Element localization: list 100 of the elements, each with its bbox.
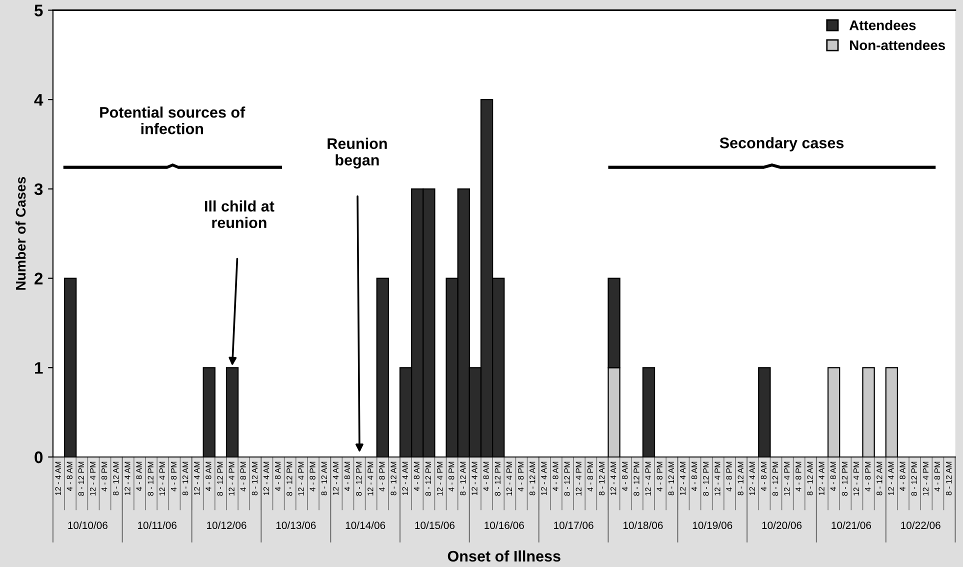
x-tick-label: 4 - 8 AM (275, 462, 281, 491)
x-tick-label: 4 - 8 AM (830, 462, 836, 491)
x-tick-label: 12 - 4 AM (332, 462, 338, 496)
x-tick-label: 12 - 4 AM (402, 462, 408, 496)
x-tick-label: 8 - 12 PM (148, 462, 154, 496)
x-tick-label: 12 - 4 AM (263, 462, 270, 496)
x-tick-label: 8 - 12 PM (772, 462, 778, 496)
x-tick-label: 8 - 12 AM (946, 462, 952, 496)
legend-label: Attendees (849, 20, 916, 30)
x-tick-label: 4 - 8 PM (448, 462, 454, 492)
x-tick-label: 4 - 8 PM (587, 462, 594, 492)
x-tick-label: 4 - 8 AM (206, 462, 212, 491)
x-tick-label: 12 - 4 PM (90, 462, 96, 496)
x-tick-label: 4 - 8 PM (796, 462, 802, 492)
x-tick-label: 8 - 12 AM (807, 462, 813, 496)
x-tick-label: 4 - 8 AM (483, 462, 489, 491)
x-tick-label: 4 - 8 PM (379, 462, 385, 492)
x-tick-label: 4 - 8 PM (518, 462, 524, 492)
text: 10/19/06 (692, 521, 732, 530)
x-tick-label: 12 - 4 AM (888, 462, 894, 496)
text: 10/21/06 (832, 521, 871, 530)
text: 10/18/06 (623, 521, 663, 530)
y-tick-label: 1 (35, 362, 43, 374)
x-tick-label: 12 - 4 PM (436, 462, 443, 496)
x-tick-label: 12 - 4 PM (714, 462, 720, 496)
x-tick-label: 4 - 8 PM (726, 462, 732, 492)
x-tick-label: 8 - 12 AM (876, 462, 882, 496)
x-tick-label: 8 - 12 PM (217, 462, 223, 496)
x-tick-label: 4 - 8 PM (170, 462, 177, 492)
x-axis-title: Onset of Illness (448, 550, 560, 562)
x-tick-label: 12 - 4 PM (853, 462, 860, 496)
x-tick-label: 8 - 12 AM (598, 462, 605, 496)
x-tick-label: 8 - 12 PM (286, 462, 292, 496)
y-axis-title: Number of Cases (15, 177, 26, 290)
x-tick-label: 8 - 12 PM (78, 462, 84, 496)
x-tick-label: 4 - 8 PM (101, 462, 108, 492)
x-tick-label: 4 - 8 AM (691, 462, 698, 491)
text: 10/22/06 (901, 521, 940, 530)
x-tick-label: 12 - 4 PM (645, 462, 651, 496)
x-tick-label: 12 - 4 AM (472, 462, 478, 496)
text: 10/12/06 (207, 521, 246, 530)
annotation: Secondary cases (720, 137, 844, 152)
annotation: Reunion began (328, 138, 387, 169)
y-tick-label: 4 (34, 94, 44, 106)
x-tick-label: 12 - 4 AM (124, 462, 130, 496)
x-tick-label: 12 - 4 AM (194, 462, 200, 496)
x-tick-label: 12 - 4 PM (784, 462, 790, 496)
x-tick-label: 4 - 8 AM (136, 462, 142, 491)
x-tick-label: 8 - 12 PM (494, 462, 501, 496)
x-tick-label: 12 - 4 PM (298, 462, 304, 496)
text: 10/11/06 (138, 521, 177, 530)
x-tick-label: 4 - 8 PM (240, 462, 246, 492)
y-tick-label: 3 (34, 183, 43, 196)
x-tick-label: 4 - 8 AM (552, 462, 558, 491)
x-tick-label: 8 - 12 AM (113, 462, 119, 496)
x-tick-label: 4 - 8 PM (864, 462, 871, 492)
y-tick-label: 0 (34, 451, 43, 464)
x-tick-label: 12 - 4 AM (610, 462, 616, 496)
annotation: Potential sources of infection (100, 106, 246, 134)
text: 10/16/06 (484, 521, 524, 530)
x-tick-label: 12 - 4 AM (749, 462, 755, 496)
text: 10/10/06 (68, 521, 108, 530)
text: 10/13/06 (276, 521, 316, 530)
x-tick-label: 4 - 8 AM (344, 462, 350, 491)
x-tick-label: 4 - 8 PM (656, 462, 662, 492)
x-tick-label: 4 - 8 AM (900, 462, 906, 491)
x-tick-label: 8 - 12 PM (356, 462, 362, 496)
x-tick-label: 8 - 12 AM (182, 462, 188, 496)
x-tick-label: 4 - 8 PM (310, 462, 316, 492)
x-tick-label: 8 - 12 PM (842, 462, 848, 496)
x-tick-label: 8 - 12 AM (738, 462, 744, 496)
x-tick-label: 4 - 8 AM (760, 462, 767, 491)
text: 10/15/06 (415, 521, 455, 530)
x-tick-label: 12 - 4 AM (541, 462, 547, 496)
text: 10/17/06 (554, 521, 594, 530)
x-tick-label: 4 - 8 AM (414, 462, 420, 491)
x-tick-label: 12 - 4 PM (506, 462, 512, 496)
text: 10/14/06 (346, 521, 386, 530)
x-tick-label: 8 - 12 PM (564, 462, 570, 496)
legend-label: Non-attendees (850, 40, 946, 50)
x-tick-label: 12 - 4 AM (680, 462, 686, 496)
x-tick-label: 4 - 8 PM (934, 462, 940, 492)
x-tick-label: 12 - 4 PM (228, 462, 234, 496)
x-tick-label: 8 - 12 AM (460, 462, 466, 496)
x-tick-label: 8 - 12 AM (321, 462, 327, 496)
x-tick-label: 12 - 4 AM (55, 462, 61, 496)
x-tick-label: 8 - 12 PM (425, 462, 432, 496)
x-tick-label: 8 - 12 PM (911, 462, 917, 496)
x-tick-label: 12 - 4 PM (159, 462, 165, 496)
x-tick-label: 8 - 12 AM (390, 462, 396, 496)
x-tick-label: 8 - 12 PM (703, 462, 709, 496)
x-tick-label: 8 - 12 AM (668, 462, 674, 496)
y-tick-label: 2 (34, 272, 43, 284)
x-tick-label: 8 - 12 AM (530, 462, 536, 496)
x-tick-label: 4 - 8 AM (622, 462, 628, 491)
x-tick-label: 12 - 4 PM (922, 462, 928, 496)
x-tick-label: 12 - 4 AM (818, 462, 824, 496)
x-tick-label: 4 - 8 AM (66, 462, 72, 491)
annotation: Ill child at reunion (205, 200, 274, 228)
x-tick-label: 12 - 4 PM (576, 462, 582, 496)
